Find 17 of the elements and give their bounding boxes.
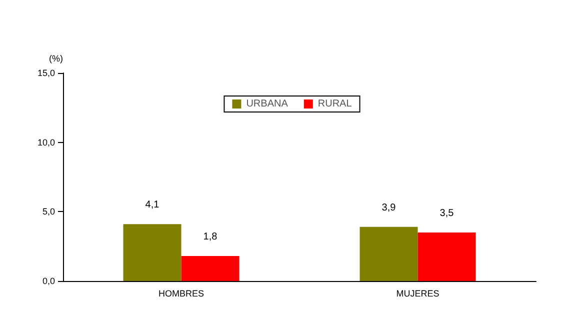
bar bbox=[181, 256, 240, 281]
x-tick-label: MUJERES bbox=[396, 288, 440, 298]
legend-label: RURAL bbox=[318, 98, 352, 110]
x-tick-label: HOMBRES bbox=[158, 288, 204, 298]
bar bbox=[123, 224, 182, 281]
y-tick-label: 0,0 bbox=[42, 276, 55, 286]
data-label: 3,5 bbox=[440, 208, 454, 219]
y-tick-label: 15,0 bbox=[37, 68, 55, 78]
y-tick-label: 10,0 bbox=[37, 137, 55, 148]
data-label: 4,1 bbox=[145, 200, 160, 211]
bar bbox=[360, 226, 418, 281]
y-axis-title: (%) bbox=[49, 54, 63, 64]
bar bbox=[418, 232, 476, 281]
legend-label: URBANA bbox=[246, 98, 288, 110]
y-tick-label: 5,0 bbox=[42, 206, 55, 217]
data-label: 3,9 bbox=[382, 202, 396, 214]
data-label: 1,8 bbox=[203, 232, 218, 243]
